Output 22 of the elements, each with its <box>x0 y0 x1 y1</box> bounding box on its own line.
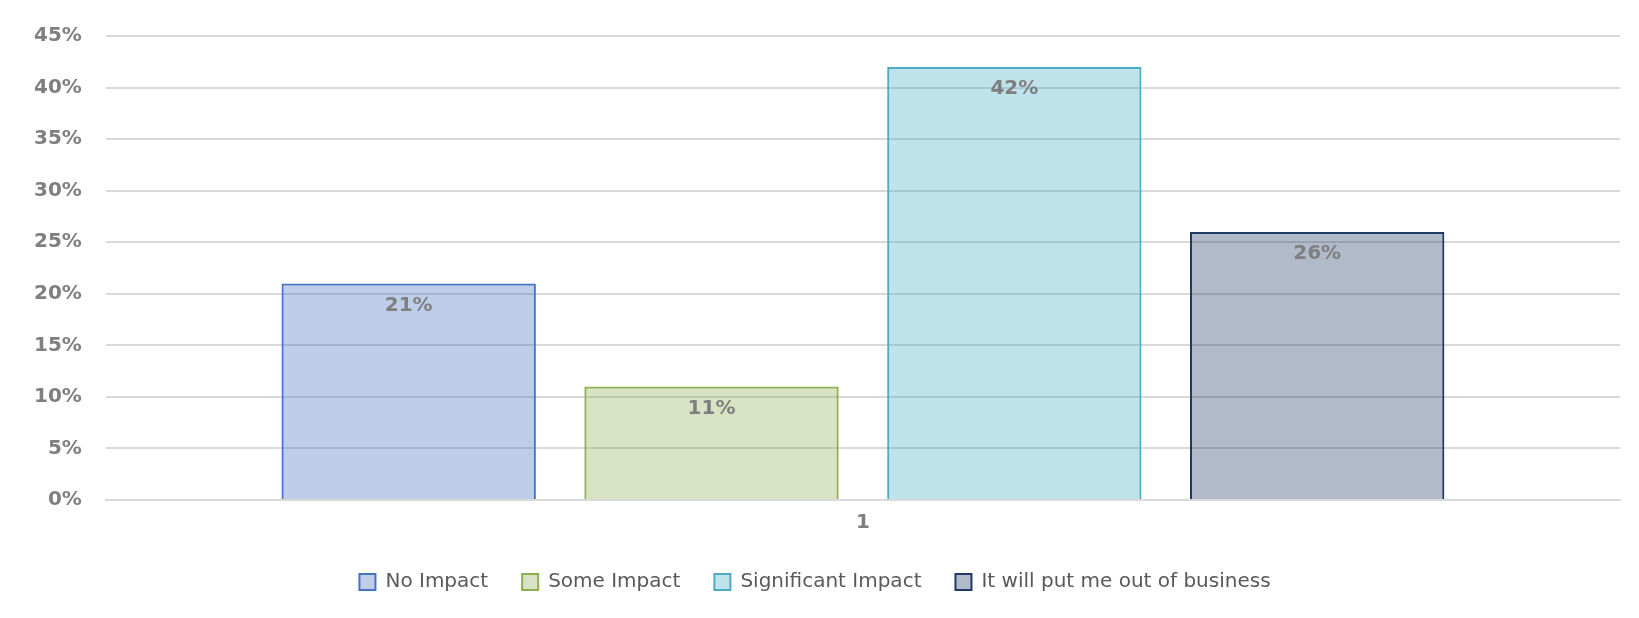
bar <box>281 283 536 499</box>
y-tick-label: 25% <box>34 228 82 253</box>
data-label: 42% <box>990 75 1039 100</box>
legend-label: Significant Impact <box>740 568 922 593</box>
legend-label: Some Impact <box>548 568 681 593</box>
data-label: 21% <box>384 291 433 316</box>
data-label: 26% <box>1293 240 1342 265</box>
legend-label: It will put me out of business <box>981 568 1271 593</box>
y-tick-label: 15% <box>34 331 82 356</box>
y-tick-label: 35% <box>34 125 82 150</box>
y-tick-label: 0% <box>47 486 82 511</box>
y-tick-label: 30% <box>34 176 82 201</box>
bar <box>1189 231 1445 499</box>
y-tick-label: 5% <box>47 434 82 459</box>
y-tick-label: 45% <box>34 22 82 47</box>
x-tick-label: 1 <box>855 509 870 534</box>
y-tick-label: 20% <box>34 279 82 304</box>
y-tick-label: 40% <box>34 73 82 98</box>
legend-label: No Impact <box>385 568 489 593</box>
y-tick-label: 10% <box>34 383 82 408</box>
bar <box>584 386 839 499</box>
data-label: 11% <box>687 394 736 419</box>
